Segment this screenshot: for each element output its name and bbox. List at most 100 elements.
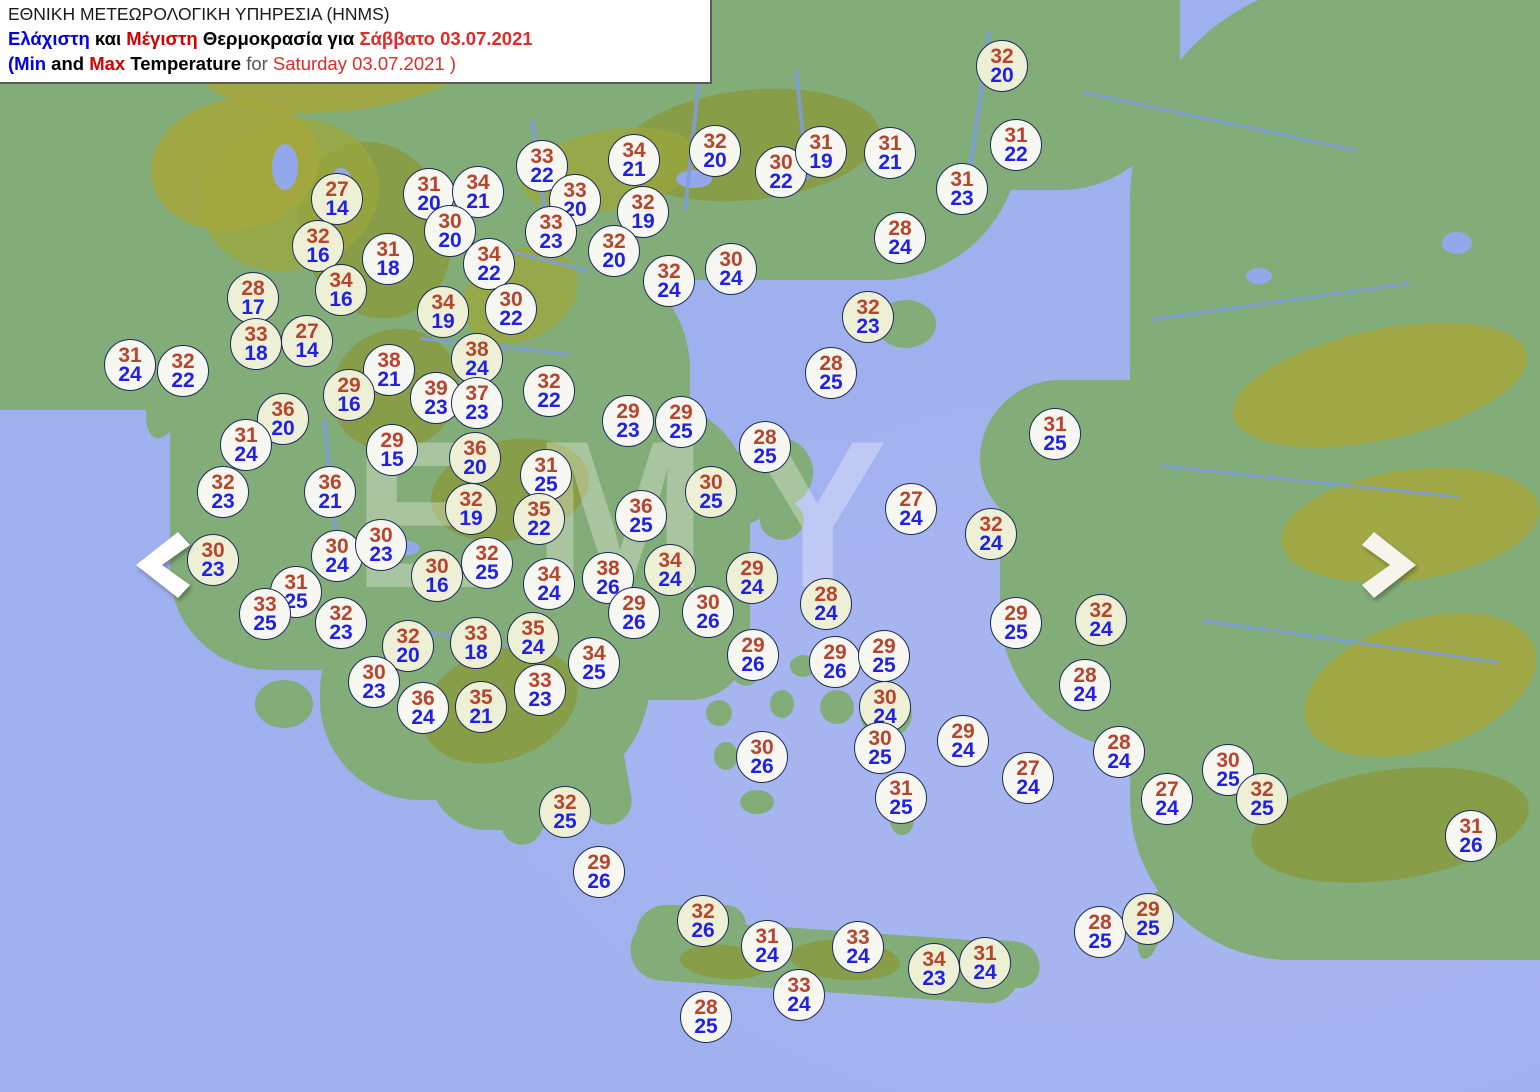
station-marker[interactable]: 34 24 [644,544,696,596]
station-marker[interactable]: 32 24 [643,255,695,307]
station-marker[interactable]: 32 23 [197,466,249,518]
station-min-temp: 25 [629,513,653,537]
station-marker[interactable]: 30 20 [424,205,476,257]
station-marker[interactable]: 38 26 [582,552,634,604]
station-marker[interactable]: 32 23 [315,597,367,649]
station-marker[interactable]: 29 25 [655,396,707,448]
station-marker[interactable]: 32 22 [523,365,575,417]
station-marker[interactable]: 33 24 [773,969,825,1021]
station-marker[interactable]: 31 19 [795,126,847,178]
station-marker[interactable]: 28 25 [1074,906,1126,958]
station-marker[interactable]: 31 24 [104,339,156,391]
station-marker[interactable]: 31 23 [936,163,988,215]
station-marker[interactable]: 29 25 [1122,893,1174,945]
station-marker[interactable]: 32 26 [677,895,729,947]
station-marker[interactable]: 35 24 [507,612,559,664]
station-marker[interactable]: 29 23 [602,395,654,447]
station-marker[interactable]: 36 25 [615,490,667,542]
station-marker[interactable]: 29 24 [937,715,989,767]
station-marker[interactable]: 27 14 [311,173,363,225]
station-marker[interactable]: 27 24 [1002,752,1054,804]
station-marker[interactable]: 30 22 [485,283,537,335]
station-marker[interactable]: 32 23 [842,291,894,343]
station-marker[interactable]: 32 25 [1236,773,1288,825]
station-marker[interactable]: 28 24 [1059,659,1111,711]
station-marker[interactable]: 29 26 [573,846,625,898]
station-marker[interactable]: 34 23 [908,943,960,995]
station-marker[interactable]: 32 20 [976,40,1028,92]
station-marker[interactable]: 30 26 [736,731,788,783]
station-marker[interactable]: 34 16 [315,264,367,316]
station-marker[interactable]: 28 25 [805,347,857,399]
station-marker[interactable]: 35 21 [455,681,507,733]
station-marker[interactable]: 31 26 [1445,810,1497,862]
station-marker[interactable]: 31 25 [520,449,572,501]
station-marker[interactable]: 29 25 [858,630,910,682]
station-marker[interactable]: 31 25 [875,772,927,824]
station-marker[interactable]: 33 24 [832,921,884,973]
station-marker[interactable]: 37 23 [451,377,503,429]
station-marker[interactable]: 28 24 [800,578,852,630]
station-marker[interactable]: 30 24 [705,243,757,295]
station-marker[interactable]: 28 24 [1093,726,1145,778]
station-marker[interactable]: 32 19 [445,483,497,535]
station-marker[interactable]: 33 25 [239,588,291,640]
station-max-temp: 34 [622,138,646,162]
station-marker[interactable]: 29 15 [366,424,418,476]
station-marker[interactable]: 30 16 [411,550,463,602]
station-marker[interactable]: 27 24 [1141,773,1193,825]
next-day-button[interactable] [1362,528,1418,602]
station-marker[interactable]: 34 19 [417,286,469,338]
station-marker[interactable]: 32 20 [588,225,640,277]
station-marker[interactable]: 27 14 [281,315,333,367]
station-marker[interactable]: 29 26 [809,636,861,688]
station-marker[interactable]: 30 23 [187,534,239,586]
station-marker[interactable]: 31 24 [220,419,272,471]
station-marker[interactable]: 36 21 [304,466,356,518]
station-marker[interactable]: 30 26 [682,586,734,638]
station-marker[interactable]: 36 24 [397,682,449,734]
station-marker[interactable]: 38 24 [451,333,503,385]
station-marker[interactable]: 31 25 [1029,408,1081,460]
station-marker[interactable]: 30 23 [355,519,407,571]
station-marker[interactable]: 30 25 [854,722,906,774]
station-marker[interactable]: 29 25 [990,597,1042,649]
station-marker[interactable]: 32 25 [461,537,513,589]
station-marker[interactable]: 31 24 [959,937,1011,989]
previous-day-button[interactable] [134,528,190,602]
station-marker[interactable]: 29 26 [727,629,779,681]
station-marker[interactable]: 30 23 [348,656,400,708]
station-marker[interactable]: 28 17 [227,272,279,324]
station-marker[interactable]: 30 25 [685,466,737,518]
station-marker[interactable]: 28 25 [739,421,791,473]
station-marker[interactable]: 33 23 [525,206,577,258]
station-marker[interactable]: 35 22 [513,493,565,545]
station-marker[interactable]: 33 18 [230,318,282,370]
station-marker[interactable]: 34 25 [568,637,620,689]
station-marker[interactable]: 32 20 [689,125,741,177]
station-marker[interactable]: 32 25 [539,786,591,838]
station-marker[interactable]: 33 23 [514,664,566,716]
station-marker[interactable]: 29 16 [323,369,375,421]
station-marker[interactable]: 33 20 [549,174,601,226]
station-marker[interactable]: 30 24 [311,530,363,582]
station-marker[interactable]: 31 24 [741,920,793,972]
station-marker[interactable]: 33 22 [516,140,568,192]
station-marker[interactable]: 33 18 [450,617,502,669]
station-marker[interactable]: 27 24 [885,483,937,535]
station-marker[interactable]: 31 21 [864,127,916,179]
station-marker[interactable]: 31 18 [362,233,414,285]
station-marker[interactable]: 34 24 [523,558,575,610]
station-marker[interactable]: 34 21 [608,134,660,186]
station-marker[interactable]: 34 22 [463,238,515,290]
station-marker[interactable]: 28 24 [874,212,926,264]
station-marker[interactable]: 31 22 [990,119,1042,171]
station-marker[interactable]: 29 26 [608,587,660,639]
station-marker[interactable]: 36 20 [449,432,501,484]
station-marker[interactable]: 29 24 [726,552,778,604]
station-marker[interactable]: 32 16 [292,220,344,272]
station-marker[interactable]: 32 24 [1075,594,1127,646]
station-marker[interactable]: 28 25 [680,991,732,1043]
station-marker[interactable]: 32 22 [157,345,209,397]
station-marker[interactable]: 32 24 [965,508,1017,560]
